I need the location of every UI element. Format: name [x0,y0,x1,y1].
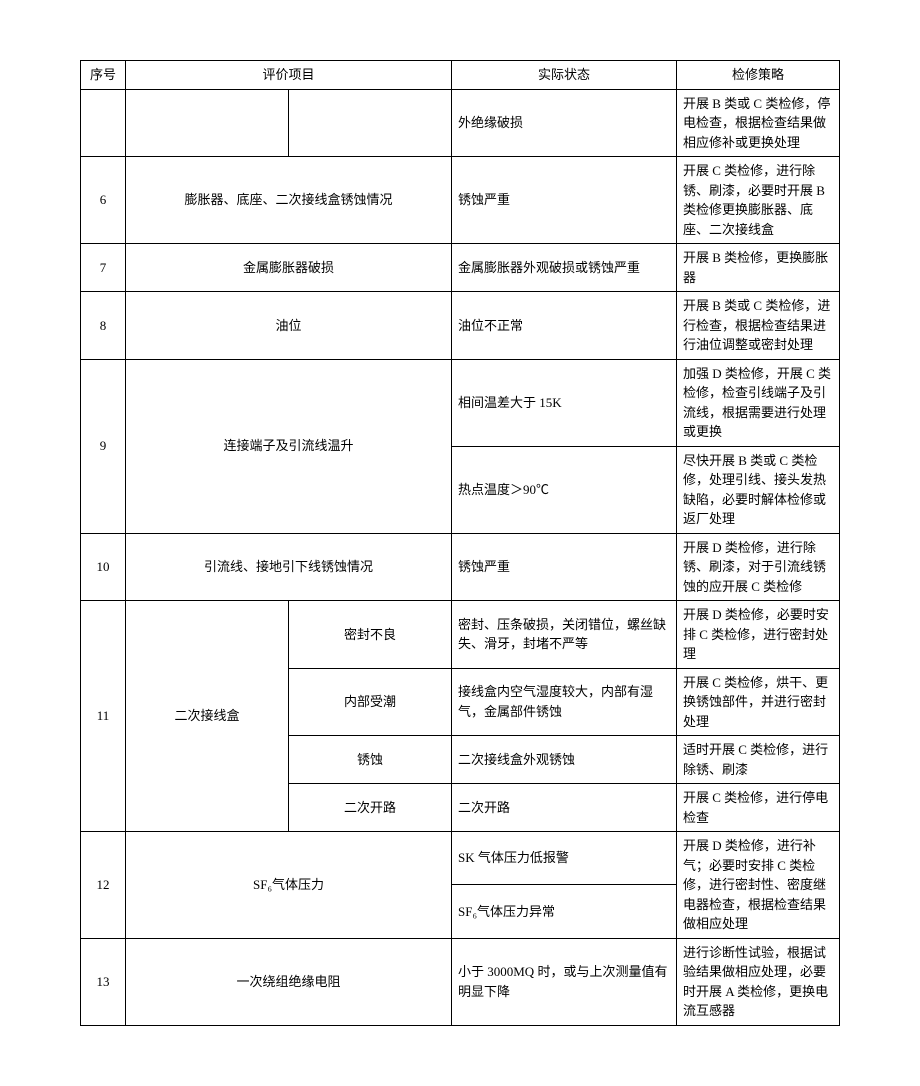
cell-eval: 油位 [126,292,452,360]
table-row: 7 金属膨胀器破损 金属膨胀器外观破损或锈蚀严重 开展 B 类检修，更换膨胀器 [81,244,840,292]
cell-strategy: 加强 D 类检修，开展 C 类检修，检查引线端子及引流线，根据需要进行处理或更换 [677,359,840,446]
cell-strategy: 适时开展 C 类检修，进行除锈、刷漆 [677,736,840,784]
table-row: 12 SF₆气体压力 SK 气体压力低报警 开展 D 类检修，进行补气；必要时安… [81,832,840,885]
cell-state: 热点温度＞90℃ [452,446,677,533]
table-row: 11 二次接线盒 密封不良 密封、压条破损，关闭错位，螺丝缺失、滑牙，封堵不严等… [81,601,840,669]
table-row: 6 膨胀器、底座、二次接线盒锈蚀情况 锈蚀严重 开展 C 类检修，进行除锈、刷漆… [81,157,840,244]
cell-strategy: 开展 B 类或 C 类检修，停电检查，根据检查结果做相应修补或更换处理 [677,89,840,157]
cell-eval-b [289,89,452,157]
header-state: 实际状态 [452,61,677,90]
cell-eval: 金属膨胀器破损 [126,244,452,292]
cell-strategy: 开展 B 类或 C 类检修，进行检查，根据检查结果进行油位调整或密封处理 [677,292,840,360]
cell-eval-b: 密封不良 [289,601,452,669]
table-row: 9 连接端子及引流线温升 相间温差大于 15K 加强 D 类检修，开展 C 类检… [81,359,840,446]
cell-state: 相间温差大于 15K [452,359,677,446]
cell-eval: 膨胀器、底座、二次接线盒锈蚀情况 [126,157,452,244]
cell-eval-b: 锈蚀 [289,736,452,784]
cell-state: 锈蚀严重 [452,533,677,601]
cell-strategy: 开展 D 类检修，进行补气；必要时安排 C 类检修，进行密封性、密度继电器检查，… [677,832,840,939]
cell-state: 锈蚀严重 [452,157,677,244]
cell-eval: 连接端子及引流线温升 [126,359,452,533]
cell-strategy: 开展 C 类检修，烘干、更换锈蚀部件，并进行密封处理 [677,668,840,736]
cell-eval-a: 二次接线盒 [126,601,289,832]
cell-eval: 引流线、接地引下线锈蚀情况 [126,533,452,601]
cell-strategy: 开展 C 类检修，进行停电检查 [677,784,840,832]
table-row: 8 油位 油位不正常 开展 B 类或 C 类检修，进行检查，根据检查结果进行油位… [81,292,840,360]
cell-seq: 9 [81,359,126,533]
cell-seq [81,89,126,157]
cell-eval-a [126,89,289,157]
cell-seq: 11 [81,601,126,832]
cell-state: 密封、压条破损，关闭错位，螺丝缺失、滑牙，封堵不严等 [452,601,677,669]
cell-state: 接线盒内空气湿度较大，内部有湿气，金属部件锈蚀 [452,668,677,736]
cell-state: 二次接线盒外观锈蚀 [452,736,677,784]
cell-seq: 7 [81,244,126,292]
cell-state: SF₆气体压力异常 [452,885,677,938]
header-seq: 序号 [81,61,126,90]
cell-seq: 6 [81,157,126,244]
cell-seq: 12 [81,832,126,939]
table-row: 外绝缘破损 开展 B 类或 C 类检修，停电检查，根据检查结果做相应修补或更换处… [81,89,840,157]
cell-seq: 10 [81,533,126,601]
cell-state: 小于 3000MQ 时，或与上次测量值有明显下降 [452,938,677,1025]
table-row: 10 引流线、接地引下线锈蚀情况 锈蚀严重 开展 D 类检修，进行除锈、刷漆，对… [81,533,840,601]
cell-state: SK 气体压力低报警 [452,832,677,885]
header-strategy: 检修策略 [677,61,840,90]
cell-strategy: 开展 B 类检修，更换膨胀器 [677,244,840,292]
cell-eval: SF₆气体压力 [126,832,452,939]
table-header-row: 序号 评价项目 实际状态 检修策略 [81,61,840,90]
cell-eval-b: 内部受潮 [289,668,452,736]
table-row: 13 一次绕组绝缘电阻 小于 3000MQ 时，或与上次测量值有明显下降 进行诊… [81,938,840,1025]
cell-strategy: 进行诊断性试验，根据试验结果做相应处理，必要时开展 A 类检修，更换电流互感器 [677,938,840,1025]
cell-seq: 13 [81,938,126,1025]
cell-state: 外绝缘破损 [452,89,677,157]
cell-eval-b: 二次开路 [289,784,452,832]
cell-strategy: 尽快开展 B 类或 C 类检修，处理引线、接头发热缺陷，必要时解体检修或返厂处理 [677,446,840,533]
cell-eval: 一次绕组绝缘电阻 [126,938,452,1025]
cell-strategy: 开展 C 类检修，进行除锈、刷漆，必要时开展 B 类检修更换膨胀器、底座、二次接… [677,157,840,244]
cell-seq: 8 [81,292,126,360]
cell-state: 二次开路 [452,784,677,832]
cell-strategy: 开展 D 类检修，进行除锈、刷漆，对于引流线锈蚀的应开展 C 类检修 [677,533,840,601]
cell-state: 油位不正常 [452,292,677,360]
maintenance-table: 序号 评价项目 实际状态 检修策略 外绝缘破损 开展 B 类或 C 类检修，停电… [80,60,840,1026]
cell-strategy: 开展 D 类检修，必要时安排 C 类检修，进行密封处理 [677,601,840,669]
header-eval: 评价项目 [126,61,452,90]
cell-state: 金属膨胀器外观破损或锈蚀严重 [452,244,677,292]
